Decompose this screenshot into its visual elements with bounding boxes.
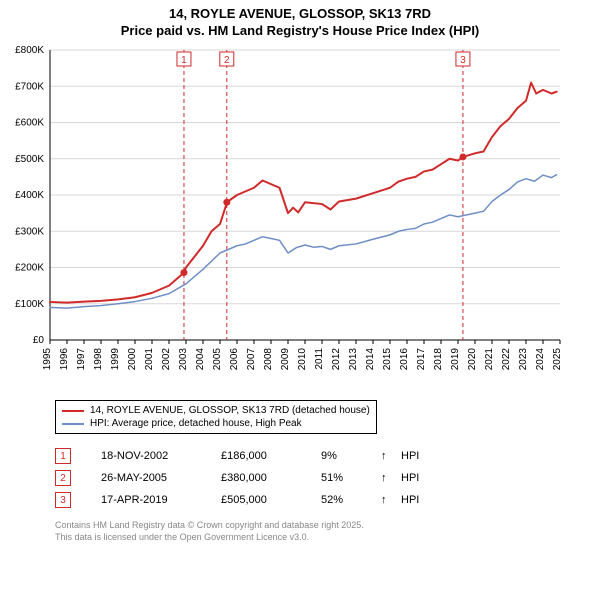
sale-hpi-label: HPI: [401, 450, 441, 462]
sale-date: 26-MAY-2005: [101, 472, 221, 484]
svg-text:2019: 2019: [450, 348, 461, 371]
title-line-2: Price paid vs. HM Land Registry's House …: [0, 23, 600, 40]
svg-text:2012: 2012: [331, 348, 342, 371]
svg-text:2014: 2014: [365, 348, 376, 371]
footer-line-1: Contains HM Land Registry data © Crown c…: [55, 520, 364, 532]
svg-text:2022: 2022: [501, 348, 512, 371]
svg-text:£0: £0: [33, 335, 45, 346]
sale-hpi-label: HPI: [401, 472, 441, 484]
svg-text:1996: 1996: [59, 348, 70, 371]
svg-text:2024: 2024: [535, 348, 546, 371]
sale-row: 3 17-APR-2019£505,00052%↑HPI: [55, 489, 441, 511]
svg-text:2025: 2025: [552, 348, 563, 371]
svg-text:£800K: £800K: [15, 45, 44, 56]
svg-text:£700K: £700K: [15, 81, 44, 92]
sale-marker-box: 2: [55, 470, 71, 486]
svg-text:2010: 2010: [297, 348, 308, 371]
up-arrow-icon: ↑: [381, 450, 401, 462]
legend-item: HPI: Average price, detached house, High…: [62, 418, 370, 429]
svg-text:1997: 1997: [76, 348, 87, 371]
svg-text:2016: 2016: [399, 348, 410, 371]
svg-text:£600K: £600K: [15, 118, 44, 129]
svg-text:1998: 1998: [93, 348, 104, 371]
sale-hpi-label: HPI: [401, 494, 441, 506]
sale-marker-box: 1: [55, 448, 71, 464]
svg-text:2004: 2004: [195, 348, 206, 371]
svg-text:£300K: £300K: [15, 226, 44, 237]
footer-line-2: This data is licensed under the Open Gov…: [55, 532, 364, 544]
legend-label: 14, ROYLE AVENUE, GLOSSOP, SK13 7RD (det…: [90, 405, 370, 416]
svg-text:2021: 2021: [484, 348, 495, 371]
legend-swatch: [62, 410, 84, 412]
up-arrow-icon: ↑: [381, 494, 401, 506]
svg-text:£400K: £400K: [15, 190, 44, 201]
svg-text:2015: 2015: [382, 348, 393, 371]
svg-text:1995: 1995: [42, 348, 53, 371]
svg-text:2002: 2002: [161, 348, 172, 371]
svg-text:1999: 1999: [110, 348, 121, 371]
title-line-1: 14, ROYLE AVENUE, GLOSSOP, SK13 7RD: [0, 6, 600, 23]
sale-row: 1 18-NOV-2002£186,0009%↑HPI: [55, 445, 441, 467]
legend: 14, ROYLE AVENUE, GLOSSOP, SK13 7RD (det…: [55, 400, 377, 434]
svg-text:2013: 2013: [348, 348, 359, 371]
svg-text:2000: 2000: [127, 348, 138, 371]
svg-text:2007: 2007: [246, 348, 257, 371]
svg-text:2001: 2001: [144, 348, 155, 371]
data-attribution: Contains HM Land Registry data © Crown c…: [55, 520, 364, 543]
up-arrow-icon: ↑: [381, 472, 401, 484]
sale-row: 2 26-MAY-2005£380,00051%↑HPI: [55, 467, 441, 489]
sale-pct: 52%: [321, 494, 381, 506]
sale-price: £380,000: [221, 472, 321, 484]
legend-label: HPI: Average price, detached house, High…: [90, 418, 302, 429]
chart-title: 14, ROYLE AVENUE, GLOSSOP, SK13 7RD Pric…: [0, 0, 600, 40]
svg-text:2003: 2003: [178, 348, 189, 371]
svg-text:2017: 2017: [416, 348, 427, 371]
chart-container: 14, ROYLE AVENUE, GLOSSOP, SK13 7RD Pric…: [0, 0, 600, 590]
svg-text:2006: 2006: [229, 348, 240, 371]
chart-svg: £0£100K£200K£300K£400K£500K£600K£700K£80…: [50, 50, 560, 380]
sale-date: 18-NOV-2002: [101, 450, 221, 462]
svg-text:£200K: £200K: [15, 263, 44, 274]
svg-text:2018: 2018: [433, 348, 444, 371]
sale-pct: 9%: [321, 450, 381, 462]
svg-text:2020: 2020: [467, 348, 478, 371]
line-chart: £0£100K£200K£300K£400K£500K£600K£700K£80…: [50, 50, 560, 380]
legend-item: 14, ROYLE AVENUE, GLOSSOP, SK13 7RD (det…: [62, 405, 370, 416]
sale-price: £505,000: [221, 494, 321, 506]
svg-text:2009: 2009: [280, 348, 291, 371]
sale-marker-box: 3: [55, 492, 71, 508]
svg-text:2005: 2005: [212, 348, 223, 371]
sale-pct: 51%: [321, 472, 381, 484]
svg-text:2023: 2023: [518, 348, 529, 371]
sale-date: 17-APR-2019: [101, 494, 221, 506]
legend-swatch: [62, 423, 84, 425]
sale-price: £186,000: [221, 450, 321, 462]
svg-text:£100K: £100K: [15, 299, 44, 310]
svg-text:£500K: £500K: [15, 154, 44, 165]
sales-table: 118-NOV-2002£186,0009%↑HPI226-MAY-2005£3…: [55, 445, 441, 511]
svg-text:2011: 2011: [314, 348, 325, 370]
svg-text:2: 2: [224, 55, 230, 66]
svg-text:3: 3: [460, 55, 466, 66]
svg-text:1: 1: [181, 55, 187, 66]
svg-text:2008: 2008: [263, 348, 274, 371]
